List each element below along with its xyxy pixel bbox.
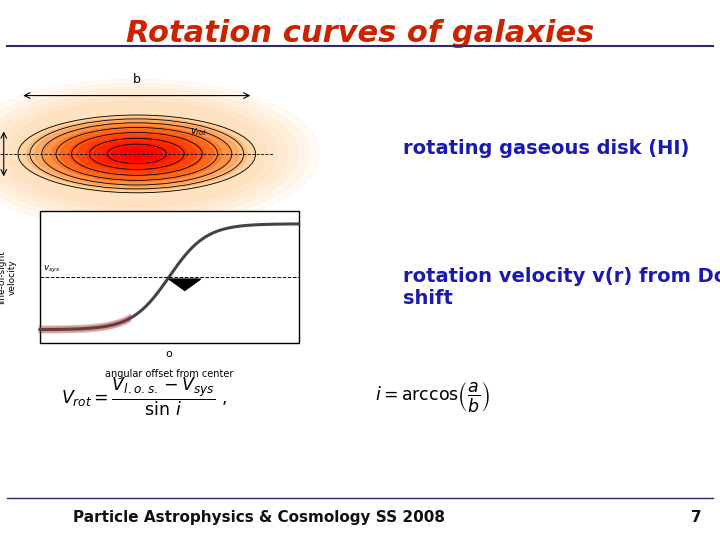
Ellipse shape	[27, 118, 247, 190]
Ellipse shape	[103, 143, 171, 165]
Ellipse shape	[60, 129, 213, 179]
Ellipse shape	[43, 123, 230, 185]
Ellipse shape	[18, 115, 256, 193]
Ellipse shape	[86, 137, 188, 171]
Text: Particle Astrophysics & Cosmology SS 2008: Particle Astrophysics & Cosmology SS 200…	[73, 510, 445, 525]
Ellipse shape	[35, 120, 238, 187]
Polygon shape	[169, 279, 201, 291]
Text: b: b	[133, 73, 140, 86]
Ellipse shape	[78, 134, 196, 173]
Text: line-of-sight
velocity: line-of-sight velocity	[0, 250, 17, 303]
Text: angular offset from center: angular offset from center	[105, 369, 233, 379]
Text: o: o	[166, 349, 173, 360]
Text: rotation velocity v(r) from Doppler
shift: rotation velocity v(r) from Doppler shif…	[403, 267, 720, 308]
Text: Rotation curves of galaxies: Rotation curves of galaxies	[126, 19, 594, 48]
Ellipse shape	[69, 132, 204, 176]
Text: $v_{rot}$: $v_{rot}$	[190, 126, 208, 138]
Bar	[40, 211, 299, 343]
Text: $V_{rot} = \dfrac{V_{l.o.s.} - V_{sys}}{\sin\, i}\ ,$: $V_{rot} = \dfrac{V_{l.o.s.} - V_{sys}}{…	[60, 376, 228, 418]
Text: $i = \arccos\!\left(\dfrac{a}{b}\right)$: $i = \arccos\!\left(\dfrac{a}{b}\right)$	[374, 380, 490, 414]
Ellipse shape	[52, 126, 222, 181]
Ellipse shape	[112, 146, 162, 162]
Text: rotating gaseous disk (HI): rotating gaseous disk (HI)	[403, 139, 690, 158]
Ellipse shape	[120, 148, 154, 159]
Ellipse shape	[128, 151, 145, 157]
Text: $v_{sys}$: $v_{sys}$	[43, 264, 60, 275]
Text: 7: 7	[691, 510, 702, 525]
Ellipse shape	[94, 140, 179, 168]
